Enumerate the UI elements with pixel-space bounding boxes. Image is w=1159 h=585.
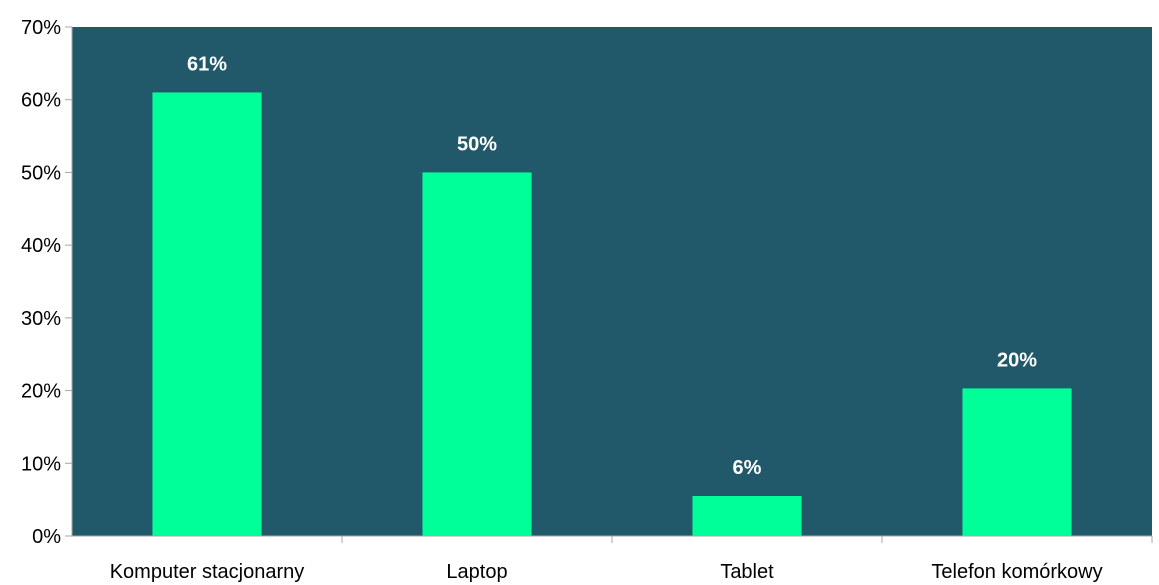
bar-data-label: 6% <box>733 457 762 479</box>
bar <box>422 172 532 536</box>
y-tick-label: 40% <box>21 235 61 257</box>
y-tick-label: 30% <box>21 308 61 330</box>
y-tick-label: 20% <box>21 381 61 403</box>
x-category-label: Komputer stacjonarny <box>110 561 305 583</box>
y-tick-label: 0% <box>32 526 61 548</box>
y-axis: 0% 10% 20% 30% 40% 50% 60% 70% <box>21 17 73 548</box>
bar-data-label: 20% <box>997 349 1037 371</box>
data-labels: 61% 50% 6% 20% <box>187 53 1037 479</box>
bar-series <box>152 92 1072 536</box>
x-axis: Komputer stacjonarny Laptop Tablet Telefon … <box>65 535 1153 583</box>
bar-data-label: 50% <box>457 133 497 155</box>
bar <box>692 496 802 536</box>
bar <box>962 388 1072 536</box>
y-tick-label: 60% <box>21 90 61 112</box>
y-tick-label: 70% <box>21 17 61 39</box>
bar-data-label: 61% <box>187 53 227 75</box>
x-category-label: Laptop <box>446 561 507 583</box>
y-tick-label: 50% <box>21 162 61 184</box>
x-category-label: Telefon komórkowy <box>931 561 1102 583</box>
y-tick-label: 10% <box>21 453 61 475</box>
x-category-label: Tablet <box>720 561 774 583</box>
bar <box>152 92 262 536</box>
